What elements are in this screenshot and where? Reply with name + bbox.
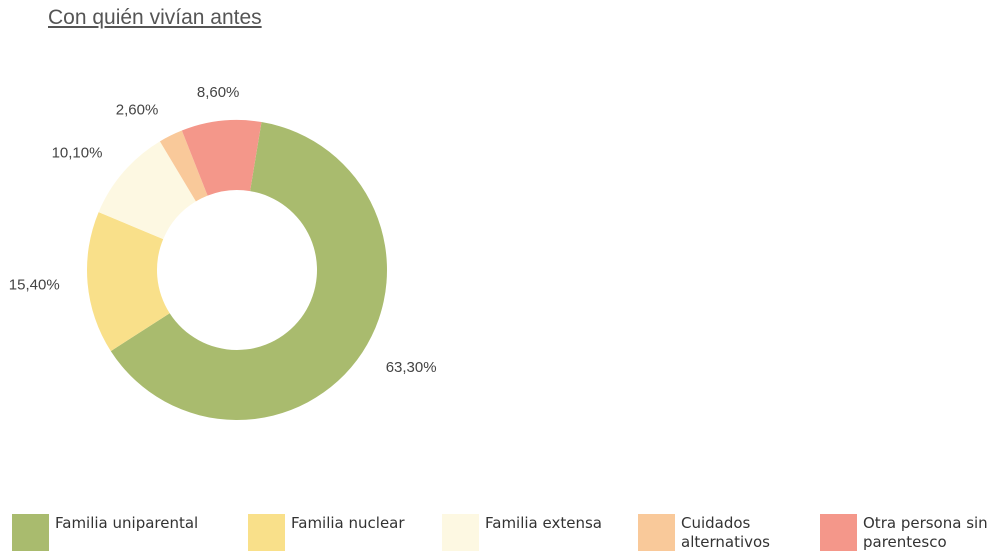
legend-label: Otra persona sin parentesco xyxy=(863,514,988,551)
chart-title: Con quién vivían antes xyxy=(48,6,262,29)
legend-label: Cuidados alternativos xyxy=(681,514,770,551)
donut-segment xyxy=(181,120,262,196)
legend-item: Familia extensa xyxy=(442,514,602,551)
data-label: 63,30% xyxy=(386,359,437,376)
legend-swatch xyxy=(820,514,857,551)
data-label: 15,40% xyxy=(9,276,60,293)
legend-label: Familia extensa xyxy=(485,514,602,532)
donut-segment xyxy=(110,122,388,421)
donut-segment xyxy=(159,130,208,202)
legend-item: Familia nuclear xyxy=(248,514,405,551)
data-label: 10,10% xyxy=(52,144,103,161)
data-label: 8,60% xyxy=(197,84,240,101)
legend-item: Cuidados alternativos xyxy=(638,514,806,552)
legend-swatch xyxy=(638,514,675,551)
legend-label: Familia uniparental xyxy=(55,514,199,532)
legend-swatch xyxy=(442,514,479,551)
legend-item: Familia uniparental xyxy=(12,514,198,551)
legend-item: Otra persona sin parentesco xyxy=(820,514,988,552)
legend-swatch xyxy=(248,514,285,551)
data-label: 2,60% xyxy=(116,101,159,118)
legend-swatch xyxy=(12,514,49,551)
donut-segment xyxy=(98,141,196,240)
donut-segment xyxy=(86,212,170,352)
legend-label: Familia nuclear xyxy=(291,514,405,532)
